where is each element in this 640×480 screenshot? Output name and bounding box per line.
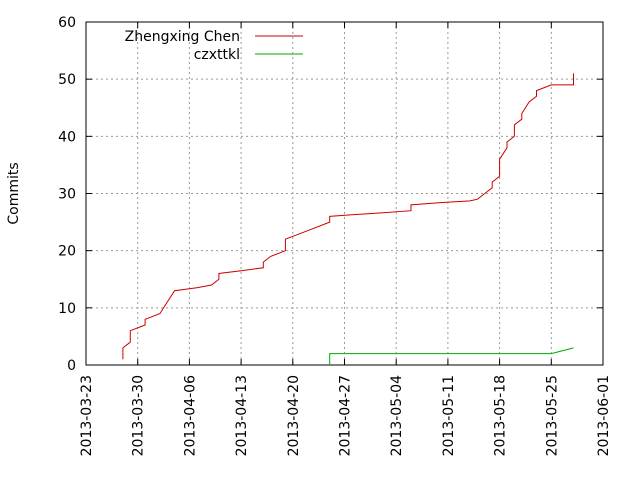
x-tick-label: 2013-05-04 [389, 375, 405, 456]
y-tick-label: 30 [58, 187, 76, 203]
x-tick-label: 2013-03-23 [79, 375, 95, 456]
grid-lines [86, 22, 603, 365]
y-tick-label: 60 [58, 15, 76, 31]
y-tick-label: 0 [67, 358, 76, 374]
x-tick-label: 2013-04-06 [182, 375, 198, 456]
x-tick-label: 2013-04-27 [338, 375, 354, 456]
series-line-0 [122, 73, 574, 360]
y-tick-label: 40 [58, 129, 76, 145]
x-tick-label: 2013-05-11 [441, 375, 457, 456]
y-axis-label: Commits [6, 162, 22, 224]
y-tick-label: 20 [58, 244, 76, 260]
series-line-1 [329, 347, 574, 365]
axis-ticks: 0 10 20 30 40 50 60 2013-03-23 2013-03-30 2013-04… [58, 15, 612, 456]
x-tick-label: 2013-05-18 [493, 375, 509, 456]
y-tick-label: 10 [58, 301, 76, 317]
x-tick-label: 2013-05-25 [544, 375, 560, 456]
legend-label-1: czxttkl [194, 47, 240, 63]
series-layer [122, 73, 574, 365]
x-tick-label: 2013-04-20 [286, 375, 302, 456]
x-tick-label: 2013-03-30 [131, 375, 147, 456]
x-tick-label: 2013-04-13 [234, 375, 250, 456]
legend-label-0: Zhengxing Chen [125, 29, 240, 45]
legend: Zhengxing Chen czxttkl [125, 29, 303, 63]
x-tick-label: 2013-06-01 [596, 375, 612, 456]
y-tick-label: 50 [58, 72, 76, 88]
